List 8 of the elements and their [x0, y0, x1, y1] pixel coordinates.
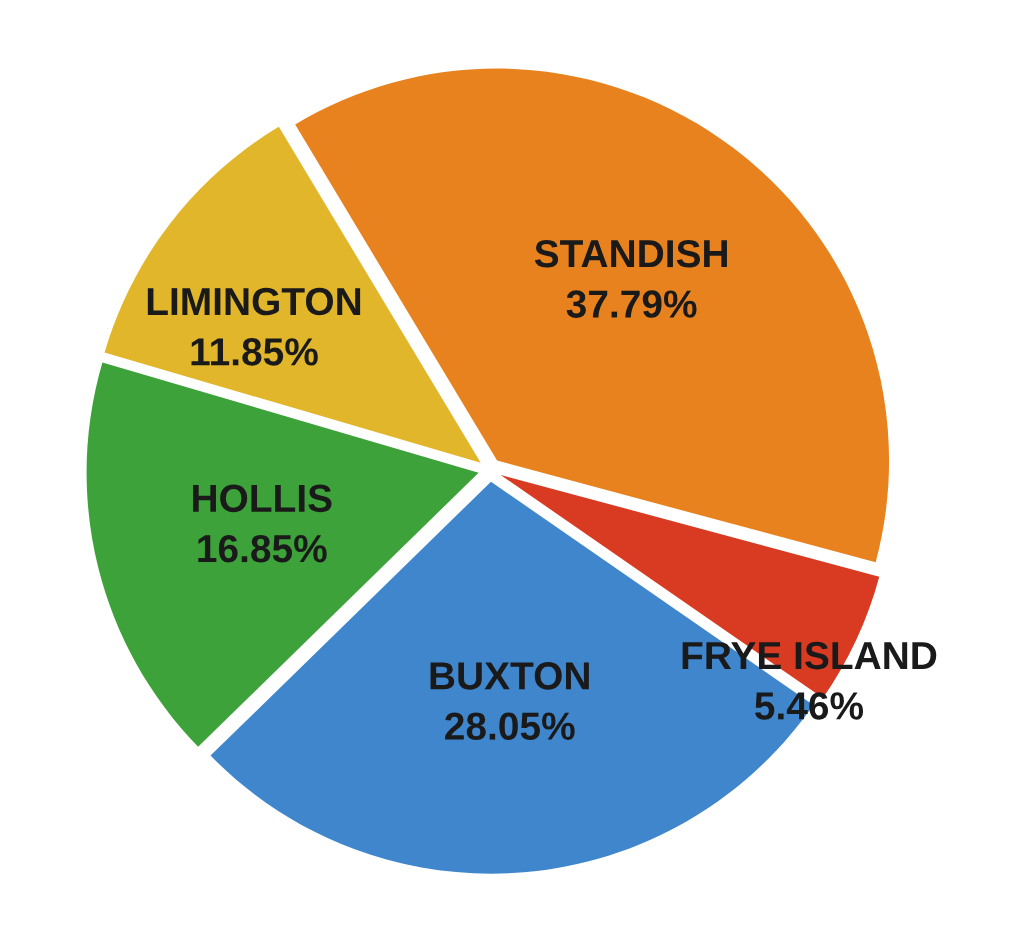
data-label: 16.85%	[198, 534, 327, 563]
slice-label: HOLLIS	[193, 484, 332, 513]
data-label: 37.79%	[566, 290, 697, 318]
slice-label: BUXTON	[430, 662, 589, 690]
data-label: 11.85%	[191, 338, 318, 366]
data-label: 28.05%	[445, 712, 575, 740]
slice-label: LIMINGTON	[147, 287, 361, 316]
slice-label: STANDISH	[534, 239, 727, 268]
